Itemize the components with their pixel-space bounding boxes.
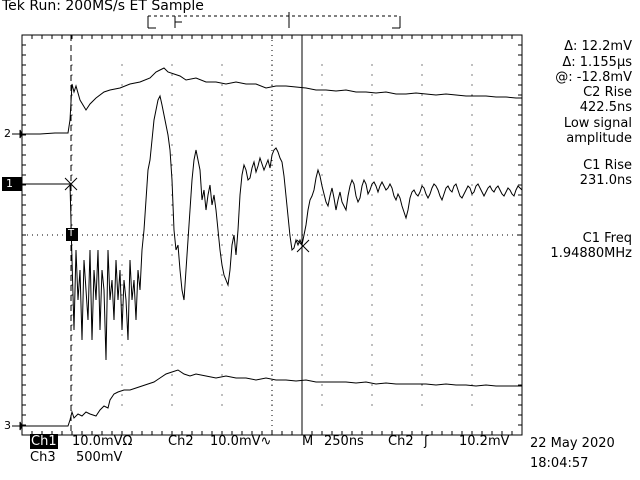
trigger-level[interactable]: 10.2mV — [459, 434, 510, 449]
c2-rise-label: C2 Rise — [583, 85, 632, 100]
c1-freq-label: C1 Freq — [582, 231, 632, 246]
status-title: Tek Run: 200MS/s ET Sample — [2, 0, 204, 14]
time-readout: 18:04:57 — [530, 456, 589, 471]
ch3-scale: 500mV — [76, 450, 123, 465]
graticule — [21, 34, 523, 436]
trigger-source[interactable]: Ch2 — [388, 434, 414, 449]
ch3-ground-arrow — [12, 421, 23, 431]
c1-freq-value: 1.94880MHz — [550, 246, 632, 261]
ch2-label[interactable]: Ch2 — [168, 434, 194, 449]
ch2-trace — [22, 67, 522, 135]
trigger-marker-label: T — [68, 228, 75, 239]
low-signal-warning-line2: amplitude — [566, 131, 632, 146]
date-readout: 22 May 2020 — [530, 436, 615, 451]
ch2-ground-arrow — [12, 129, 23, 139]
c2-rise-value: 422.5ns — [579, 100, 632, 115]
cursor-x-marker-2 — [296, 239, 310, 253]
c1-rise-value: 231.0ns — [579, 173, 632, 188]
trigger-slope-icon: ʃ — [424, 434, 429, 449]
delta-voltage-readout: Δ: 12.2mV — [564, 39, 632, 54]
record-view-bracket — [147, 12, 401, 29]
at-voltage-readout: @: -12.8mV — [555, 70, 632, 85]
c1-rise-label: C1 Rise — [583, 158, 632, 173]
ch3-trace — [22, 369, 522, 427]
ch2-marker-label: 2 — [4, 127, 11, 140]
ch3-marker-label: 3 — [4, 419, 11, 432]
ch1-scale: 10.0mVΩ — [72, 434, 133, 449]
cursor-x-marker-1 — [64, 177, 78, 191]
ch3-label[interactable]: Ch3 — [30, 450, 56, 465]
delta-time-readout: Δ: 1.155µs — [562, 55, 632, 70]
timebase-label: M — [302, 434, 314, 449]
ch1-marker-label: 1 — [6, 177, 13, 190]
timebase-value[interactable]: 250ns — [324, 434, 364, 449]
ch2-scale: 10.0mV∿ — [210, 434, 272, 449]
low-signal-warning-line1: Low signal — [563, 116, 632, 131]
ch1-ground-marker — [2, 177, 22, 191]
ch1-label[interactable]: Ch1 — [30, 434, 58, 449]
trigger-marker — [66, 228, 78, 241]
ch1-trace — [22, 94, 523, 361]
